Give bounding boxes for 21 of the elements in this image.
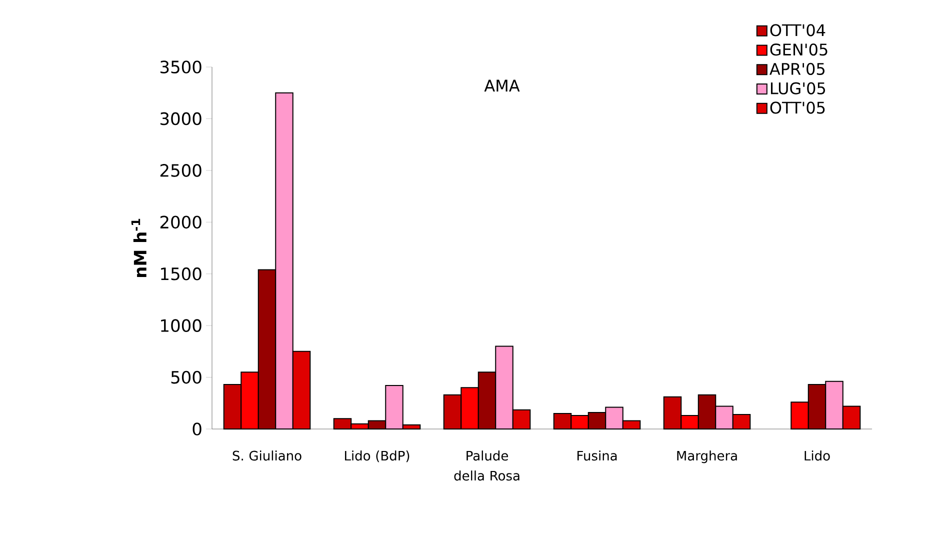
- x-tick-label: Fusina: [577, 450, 617, 461]
- legend-label: APR'05: [770, 62, 824, 75]
- legend-label: GEN'05: [770, 44, 828, 56]
- x-tick-label: Lido (BdP): [345, 450, 410, 462]
- y-tick-label: 3000: [160, 112, 202, 126]
- y-tick-label: 2000: [160, 216, 202, 229]
- y-tick-label: 3500: [160, 60, 202, 74]
- y-tick-label: 1000: [161, 319, 202, 332]
- legend-label: OTT'05: [770, 102, 825, 114]
- x-tick-label: Marghera: [677, 450, 737, 464]
- y-tick-label: 2500: [160, 164, 202, 177]
- legend-label: LUG'05: [770, 82, 826, 94]
- x-tick-label: S. Giuliano: [232, 450, 302, 461]
- y-tick-label: 1500: [161, 267, 202, 280]
- x-tick-label: Lido: [804, 450, 830, 461]
- y-tick-label: 500: [171, 370, 202, 384]
- y-tick-label: 0: [192, 422, 202, 436]
- y-axis-title: nM h$^{-1}$: [131, 218, 146, 277]
- legend-label: OTT'04: [770, 24, 826, 36]
- x-tick-label: Palude della Rosa: [454, 450, 520, 481]
- text: AMA: [484, 80, 520, 92]
